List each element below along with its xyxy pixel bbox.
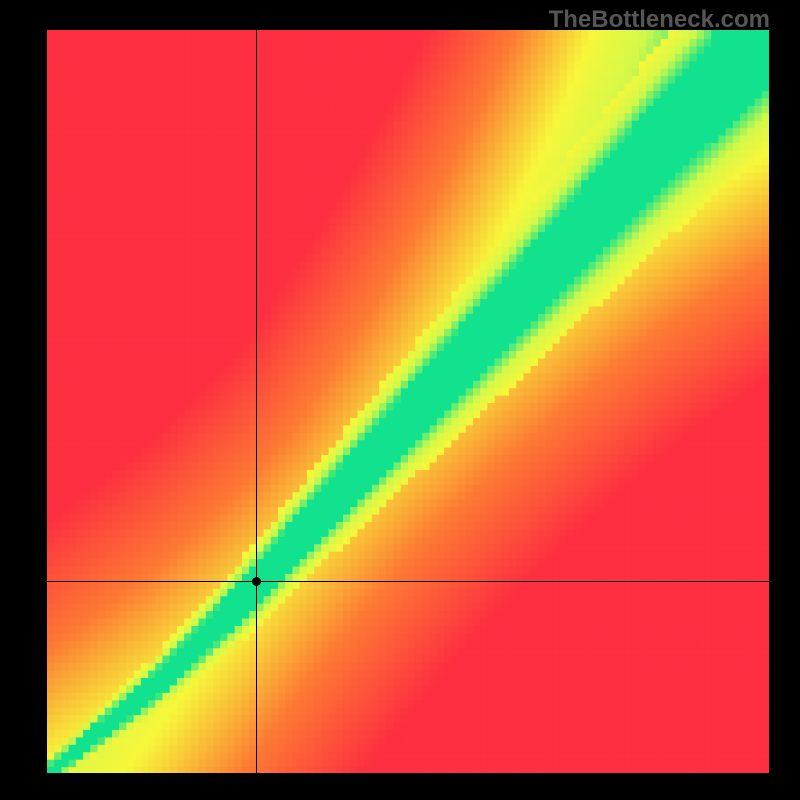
crosshair-vertical bbox=[256, 30, 257, 773]
watermark-text: TheBottleneck.com bbox=[549, 6, 770, 34]
crosshair-horizontal bbox=[47, 581, 769, 582]
marker-point bbox=[252, 577, 261, 586]
bottleneck-heatmap bbox=[47, 30, 769, 773]
chart-container: TheBottleneck.com bbox=[0, 0, 800, 800]
